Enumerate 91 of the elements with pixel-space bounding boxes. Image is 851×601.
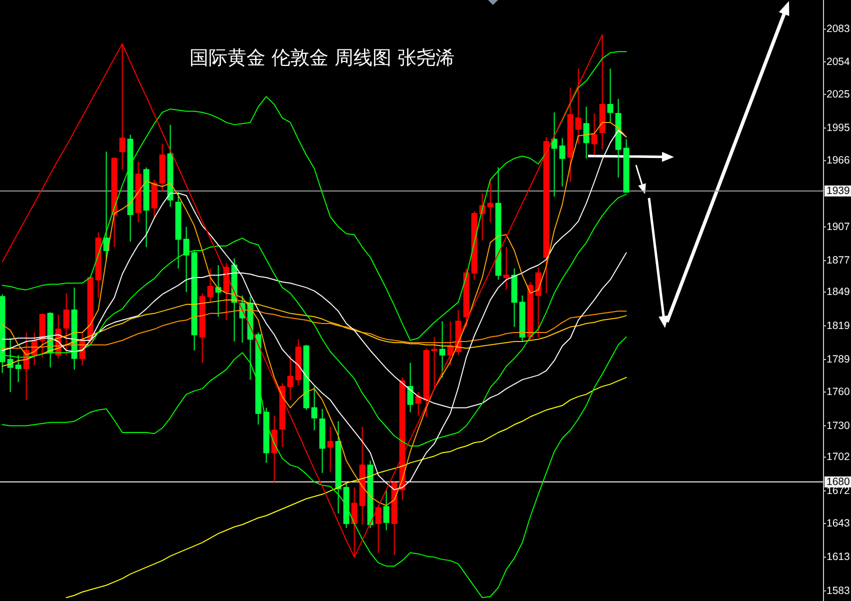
candlestick [359, 426, 366, 526]
candlestick [575, 68, 582, 144]
candlestick [471, 210, 478, 280]
candlestick [215, 264, 222, 318]
y-tick-label: 1760 [826, 386, 850, 398]
candlestick [567, 87, 574, 182]
candlestick [159, 143, 166, 193]
candlestick [511, 268, 518, 328]
candlestick [287, 354, 294, 400]
candlestick [343, 482, 350, 528]
candlestick [167, 124, 174, 208]
candlestick [391, 481, 398, 556]
y-tick-label: 1643 [826, 517, 850, 530]
candlestick [591, 112, 598, 156]
candlestick [103, 151, 110, 260]
y-tick-label: 1789 [826, 353, 850, 366]
candlestick [255, 332, 262, 426]
candlestick [263, 407, 270, 464]
line-series [2, 194, 627, 446]
candlestick [407, 362, 414, 413]
candlestick [399, 376, 406, 500]
candlestick [175, 192, 182, 269]
line-series [2, 310, 627, 349]
ref-line-label: 1680 [824, 476, 851, 488]
candlestick [199, 292, 206, 364]
candlestick [119, 44, 126, 170]
y-tick-label: 1613 [826, 551, 850, 564]
y-tick-label: 1849 [826, 286, 850, 298]
candlestick [319, 408, 326, 474]
candlestick [191, 250, 198, 351]
candlestick [447, 320, 454, 366]
candlestick [431, 336, 438, 388]
candlestick [559, 138, 566, 187]
candlestick [183, 226, 190, 293]
candlestick [367, 460, 374, 528]
candlestick [279, 382, 286, 448]
y-tick-label: 1730 [826, 420, 850, 432]
candlestick [303, 344, 310, 411]
y-tick-label: 2025 [826, 88, 850, 100]
candlestick [15, 354, 22, 382]
text: 国际黄金 伦敦金 周线图 张尧浠 [189, 47, 455, 69]
candlestick [335, 420, 342, 514]
candlestick [415, 392, 422, 416]
candlestick [495, 166, 502, 280]
candlestick [7, 338, 14, 393]
candlestick [487, 179, 494, 223]
candlestick [39, 312, 46, 358]
candlestick [519, 294, 526, 342]
y-tick-label: 1702 [826, 451, 850, 464]
candlestick [311, 386, 318, 431]
candlestick [111, 156, 118, 248]
candlestick [615, 98, 622, 178]
y-tick-label: 2054 [826, 56, 850, 68]
y-tick-label: 1966 [826, 154, 850, 167]
candlestick [551, 112, 558, 198]
candlestick [143, 166, 150, 248]
candlestick [607, 68, 614, 123]
candlestick [127, 134, 134, 242]
candlestick [423, 348, 430, 418]
candlestick [535, 266, 542, 338]
candlestick [623, 138, 630, 193]
candlestick [375, 505, 382, 554]
candlestick [135, 161, 142, 223]
y-tick-label: 1877 [826, 254, 850, 267]
candlestick [271, 415, 278, 482]
candlestick [0, 294, 6, 374]
y-tick-label: 1995 [826, 122, 850, 134]
y-tick-label: 1819 [826, 320, 850, 332]
candlestick [543, 136, 550, 294]
candlestick [207, 268, 214, 303]
candlestick [327, 426, 334, 472]
candlestick [71, 287, 78, 370]
candlestick [383, 489, 390, 531]
candlestick [63, 292, 70, 356]
candlestick [503, 246, 510, 290]
candlestick [95, 232, 102, 298]
candlestick [527, 281, 534, 341]
candlestick [223, 262, 230, 321]
line-series [66, 376, 627, 598]
y-tick-label: 1583 [826, 584, 850, 597]
candlestick [439, 320, 446, 378]
candlestick [295, 338, 302, 386]
candlestick [583, 106, 590, 159]
candlestick [463, 268, 470, 328]
candlestick [151, 179, 158, 218]
y-tick-label: 1907 [826, 220, 850, 233]
line-series [2, 299, 627, 367]
candlestick [87, 276, 94, 344]
y-tick-label: 2083 [826, 23, 850, 36]
line-series [2, 336, 627, 598]
ref-line-label: 1939 [824, 184, 851, 197]
